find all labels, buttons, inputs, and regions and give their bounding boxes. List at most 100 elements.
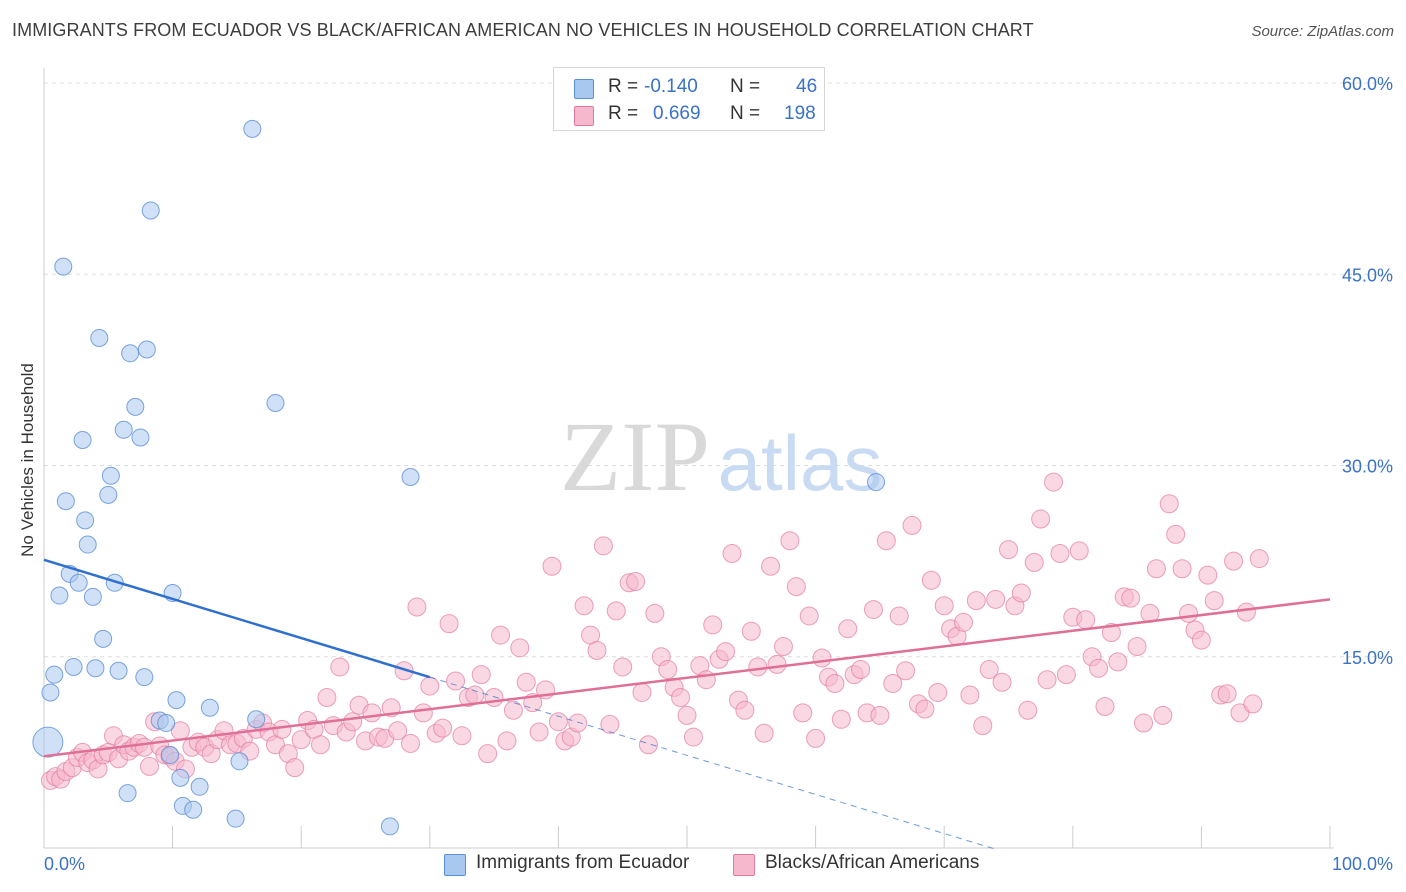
data-point-black-african-american xyxy=(741,621,761,641)
data-point-ecuador xyxy=(54,257,73,276)
data-point-black-african-american xyxy=(1024,552,1044,572)
data-point-black-african-american xyxy=(812,648,832,668)
data-point-black-african-american xyxy=(362,703,382,723)
y-axis-label: No Vehicles in Household xyxy=(18,363,37,557)
x-tick-labels: 0.0% 100.0% xyxy=(44,854,1393,874)
r-label: R = xyxy=(608,76,639,97)
data-point-ecuador xyxy=(401,467,420,486)
data-point-black-african-american xyxy=(934,596,954,616)
data-point-black-african-american xyxy=(780,531,800,551)
legend-swatch-ecuador xyxy=(444,854,466,876)
data-point-black-african-american xyxy=(587,640,607,660)
data-point-black-african-american xyxy=(343,712,363,732)
data-point-ecuador xyxy=(161,745,180,764)
data-point-black-african-american xyxy=(683,727,703,747)
data-point-ecuador xyxy=(867,473,886,492)
data-point-black-african-american xyxy=(548,712,568,732)
data-point-ecuador xyxy=(200,698,219,717)
data-point-black-african-american xyxy=(716,642,736,662)
stats-swatch-ecuador xyxy=(574,79,594,99)
watermark: ZIP atlas xyxy=(560,401,882,512)
data-point-black-african-american xyxy=(793,703,813,723)
data-point-black-african-american xyxy=(606,601,626,621)
data-point-black-african-american xyxy=(979,660,999,679)
data-point-black-african-american xyxy=(1249,549,1269,569)
data-point-ecuador xyxy=(190,777,209,796)
data-point-black-african-american xyxy=(1108,652,1128,672)
legend-swatch-black xyxy=(733,854,755,876)
data-point-ecuador xyxy=(83,587,102,606)
data-point-black-african-american xyxy=(786,577,806,597)
data-point-black-african-american xyxy=(1224,551,1244,571)
data-point-black-african-american xyxy=(516,672,536,692)
data-point-black-african-american xyxy=(330,657,350,677)
data-point-black-african-american xyxy=(703,615,723,635)
axes xyxy=(43,68,1334,849)
data-point-black-african-american xyxy=(851,660,871,679)
r-value: 0.669 xyxy=(653,103,701,124)
data-point-black-african-american xyxy=(1204,591,1224,611)
data-point-ecuador xyxy=(247,710,266,729)
data-point-black-african-american xyxy=(574,596,594,616)
n-value: 198 xyxy=(784,103,816,124)
data-point-black-african-american xyxy=(1031,509,1051,529)
data-point-ecuador xyxy=(78,535,97,554)
series-immigrants-from-ecuador xyxy=(32,119,886,836)
data-point-black-african-american xyxy=(407,597,427,617)
data-point-black-african-american xyxy=(613,657,633,677)
n-value: 46 xyxy=(796,76,818,97)
bottom-legend: Immigrants from Ecuador Blacks/African A… xyxy=(0,852,1406,878)
data-point-black-african-american xyxy=(915,699,935,719)
data-point-black-african-american xyxy=(953,612,973,632)
data-point-black-african-american xyxy=(806,728,826,748)
data-point-black-african-american xyxy=(1050,543,1070,563)
data-point-black-african-american xyxy=(446,671,466,691)
data-point-black-african-american xyxy=(1018,700,1038,720)
r-value: -0.140 xyxy=(644,76,698,97)
data-point-black-african-american xyxy=(722,543,742,563)
data-point-black-african-american xyxy=(317,688,337,708)
data-point-black-african-american xyxy=(568,713,588,733)
x-tick-label: 100.0% xyxy=(1332,854,1393,874)
data-point-black-african-american xyxy=(491,625,511,645)
data-point-black-african-american xyxy=(310,735,330,755)
data-point-black-african-american xyxy=(838,619,858,639)
data-point-ecuador xyxy=(94,629,113,648)
data-point-ecuador xyxy=(50,586,69,605)
data-point-black-african-american xyxy=(677,705,697,725)
n-label: N = xyxy=(730,103,761,124)
data-point-ecuador xyxy=(45,665,64,684)
data-point-black-african-american xyxy=(471,665,491,685)
data-point-black-african-american xyxy=(1198,565,1218,585)
chart-title: IMMIGRANTS FROM ECUADOR VS BLACK/AFRICAN… xyxy=(12,20,1034,40)
watermark-atlas: atlas xyxy=(718,419,883,507)
data-point-black-african-american xyxy=(1134,713,1154,733)
stats-swatch-black xyxy=(574,106,594,126)
data-point-black-african-american xyxy=(1172,559,1192,579)
data-point-black-african-american xyxy=(1236,602,1256,622)
data-point-black-african-american xyxy=(825,674,845,694)
data-point-black-african-american xyxy=(420,676,440,696)
data-point-black-african-american xyxy=(465,685,485,705)
data-point-ecuador xyxy=(76,511,95,530)
y-tick-label: 15.0% xyxy=(1342,648,1393,668)
data-point-black-african-american xyxy=(1153,705,1173,725)
data-point-black-african-american xyxy=(754,723,774,743)
data-point-black-african-american xyxy=(831,709,851,729)
data-point-ecuador xyxy=(73,431,92,449)
data-point-ecuador xyxy=(118,784,137,803)
data-point-black-african-american xyxy=(510,638,530,658)
data-point-black-african-american xyxy=(966,591,986,611)
data-point-black-african-american xyxy=(484,688,504,708)
legend-label-black: Blacks/African Americans xyxy=(765,852,980,873)
series-blacks-african-americans xyxy=(40,472,1269,790)
r-label: R = xyxy=(608,103,639,124)
data-point-ecuador xyxy=(131,428,150,447)
data-point-black-african-american xyxy=(1166,524,1186,544)
data-point-black-african-american xyxy=(928,682,948,702)
data-point-black-african-american xyxy=(696,670,716,690)
data-point-black-african-american xyxy=(799,606,819,626)
data-point-black-african-american xyxy=(876,531,896,551)
data-point-black-african-american xyxy=(1127,637,1147,657)
data-point-black-african-american xyxy=(1037,670,1057,690)
